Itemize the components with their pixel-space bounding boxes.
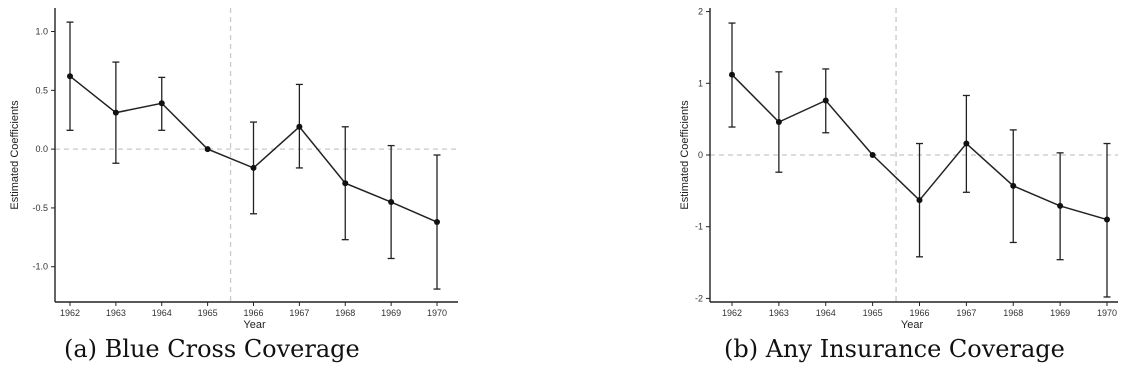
x-tick-label: 1965	[198, 308, 218, 318]
x-axis-title: Year	[901, 319, 924, 330]
data-point	[869, 152, 876, 158]
y-tick-label: -2	[695, 293, 703, 303]
y-axis-title: Estimated Coefficients	[9, 100, 21, 210]
y-tick-label: 0.0	[35, 144, 48, 154]
x-tick-label: 1968	[335, 308, 355, 318]
x-tick-label: 1962	[60, 308, 80, 318]
x-tick-label: 1963	[769, 308, 789, 318]
data-point	[775, 119, 782, 126]
data-point	[388, 199, 395, 206]
data-point	[342, 180, 349, 187]
chart-panel-b: -2 -1 0 1 2 1962 1963 1964 1965 1966 1967 1968 1969 1…	[679, 7, 1118, 330]
data-point	[67, 73, 73, 80]
data-point	[112, 109, 119, 116]
chart-panel-a: -1.0 -0.5 0.0 0.5 1.0 1962 1963 1964 1965 1966 196…	[9, 8, 458, 330]
x-tick-label: 1970	[1097, 308, 1117, 318]
x-tick-label: 1963	[106, 308, 126, 318]
y-tick-label: 1	[698, 78, 703, 88]
data-point	[434, 219, 440, 226]
x-tick-label: 1968	[1003, 308, 1023, 318]
y-tick-label: -1.0	[32, 262, 48, 272]
caption-a: (a) Blue Cross Coverage	[64, 335, 360, 363]
y-tick-label: 2	[698, 7, 703, 17]
x-tick-label: 1965	[863, 308, 883, 318]
x-tick-label: 1966	[243, 308, 263, 318]
data-point	[1057, 202, 1064, 209]
data-point	[916, 197, 923, 204]
x-tick-label: 1964	[816, 308, 836, 318]
x-axis-title: Year	[243, 319, 266, 330]
x-tick-label: 1967	[956, 308, 976, 318]
y-tick-label: 1.0	[35, 27, 48, 37]
x-tick-label: 1967	[289, 308, 309, 318]
data-point	[1010, 182, 1017, 189]
x-tick-label: 1964	[152, 308, 172, 318]
y-tick-label: 0	[698, 150, 703, 160]
data-point	[1104, 216, 1110, 223]
data-point	[204, 146, 211, 153]
data-point	[158, 100, 165, 107]
data-point	[729, 71, 735, 78]
x-tick-label: 1962	[722, 308, 742, 318]
y-tick-label: 0.5	[35, 85, 48, 95]
data-point	[296, 123, 303, 130]
figure-canvas: -1.0 -0.5 0.0 0.5 1.0 1962 1963 1964 1965 1966 196…	[9, 7, 1118, 330]
x-tick-label: 1970	[427, 308, 447, 318]
x-tick-label: 1969	[1050, 308, 1070, 318]
y-tick-label: -0.5	[32, 203, 48, 213]
x-tick-label: 1969	[381, 308, 401, 318]
y-tick-label: -1	[695, 222, 703, 232]
caption-b: (b) Any Insurance Coverage	[724, 335, 1065, 363]
data-point	[822, 97, 829, 104]
x-tick-label: 1966	[909, 308, 929, 318]
y-axis-title: Estimated Coefficients	[679, 100, 691, 210]
data-point	[963, 140, 970, 147]
data-point	[250, 164, 257, 171]
